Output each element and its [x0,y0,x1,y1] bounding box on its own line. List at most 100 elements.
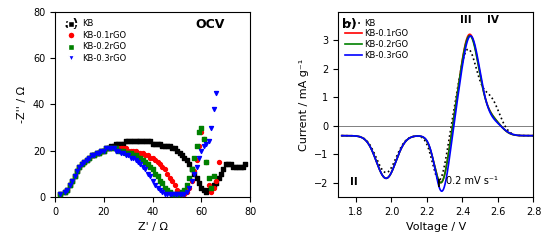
KB-0.1rGO [70,174,79,178]
KB [492,102,498,105]
KB-0.1rGO [90,153,98,157]
KB-0.1rGO [73,169,81,173]
KB [156,142,164,146]
KB [222,162,230,166]
KB-0.1rGO [68,179,76,183]
KB [470,58,477,61]
KB [436,179,442,181]
KB-0.3rGO [156,188,164,192]
KB-0.2rGO [492,117,498,120]
KB-0.2rGO [85,156,94,159]
KB-0.3rGO [68,179,76,183]
KB [102,146,111,150]
KB-0.2rGO [202,160,211,164]
KB-0.3rGO [134,160,142,164]
KB [146,139,155,143]
KB-0.2rGO [63,188,72,192]
KB-0.3rGO [163,192,172,196]
KB-0.3rGO [153,186,162,190]
KB-0.1rGO [488,112,495,115]
KB [234,165,243,169]
KB-0.2rGO [151,172,160,176]
KB-0.3rGO [148,179,157,183]
KB-0.1rGO [156,162,164,166]
KB-0.3rGO [114,149,123,153]
KB-0.3rGO [197,149,206,153]
KB-0.2rGO [470,42,477,45]
KB-0.3rGO [175,192,184,196]
KB [205,188,213,192]
KB [241,162,250,166]
KB [166,144,174,148]
KB [92,151,101,155]
KB-0.3rGO [190,172,199,176]
KB-0.1rGO [85,156,94,159]
KB-0.2rGO [100,149,108,153]
KB-0.3rGO [188,179,196,183]
KB [423,141,430,144]
KB-0.3rGO [195,156,204,159]
KB-0.2rGO [168,192,177,196]
KB [90,153,98,157]
KB-0.2rGO [65,183,74,187]
Text: 0.2 mV s⁻¹: 0.2 mV s⁻¹ [446,176,498,186]
KB-0.2rGO [190,156,199,159]
KB-0.1rGO [104,146,113,150]
KB-0.2rGO [124,151,133,155]
KB-0.2rGO [68,179,76,183]
KB-0.2rGO [195,130,204,134]
KB [185,162,194,166]
KB [100,149,108,153]
KB-0.1rGO [80,160,89,164]
Line: KB-0.3rGO: KB-0.3rGO [342,36,534,191]
KB-0.1rGO [338,134,345,137]
KB-0.1rGO [114,146,123,150]
KB-0.3rGO [65,183,74,187]
KB-0.3rGO [178,192,186,196]
KB-0.3rGO [438,190,445,193]
KB-0.1rGO [144,153,152,157]
KB [60,190,69,194]
KB [465,48,471,51]
KB [488,96,495,99]
KB-0.3rGO [205,139,213,143]
KB-0.3rGO [92,151,101,155]
KB [65,183,74,187]
KB-0.3rGO [470,40,477,42]
KB-0.3rGO [63,188,72,192]
KB [163,144,172,148]
KB-0.2rGO [175,192,184,196]
KB-0.2rGO [488,113,495,115]
X-axis label: Voltage / V: Voltage / V [406,222,466,232]
KB-0.3rGO [129,156,138,159]
KB-0.1rGO [195,144,204,148]
KB-0.1rGO [102,146,111,150]
KB-0.3rGO [338,134,345,137]
KB-0.3rGO [423,138,430,141]
KB-0.3rGO [124,153,133,157]
KB [188,167,196,171]
KB-0.2rGO [416,135,422,138]
KB-0.1rGO [100,149,108,153]
KB-0.1rGO [146,156,155,159]
KB-0.2rGO [56,192,64,196]
KB-0.1rGO [82,158,91,162]
KB [97,149,106,153]
KB-0.2rGO [126,151,135,155]
KB [63,188,72,192]
KB-0.2rGO [210,174,218,178]
KB [338,134,345,137]
KB-0.2rGO [358,136,365,139]
KB-0.2rGO [122,151,130,155]
KB-0.2rGO [90,153,98,157]
KB-0.3rGO [168,192,177,196]
KB-0.2rGO [146,165,155,169]
KB-0.2rGO [207,186,216,190]
KB [136,139,145,143]
KB [180,156,189,159]
KB [73,169,81,173]
KB-0.2rGO [141,160,150,164]
KB-0.3rGO [70,174,79,178]
KB-0.1rGO [107,146,116,150]
KB [75,165,84,169]
